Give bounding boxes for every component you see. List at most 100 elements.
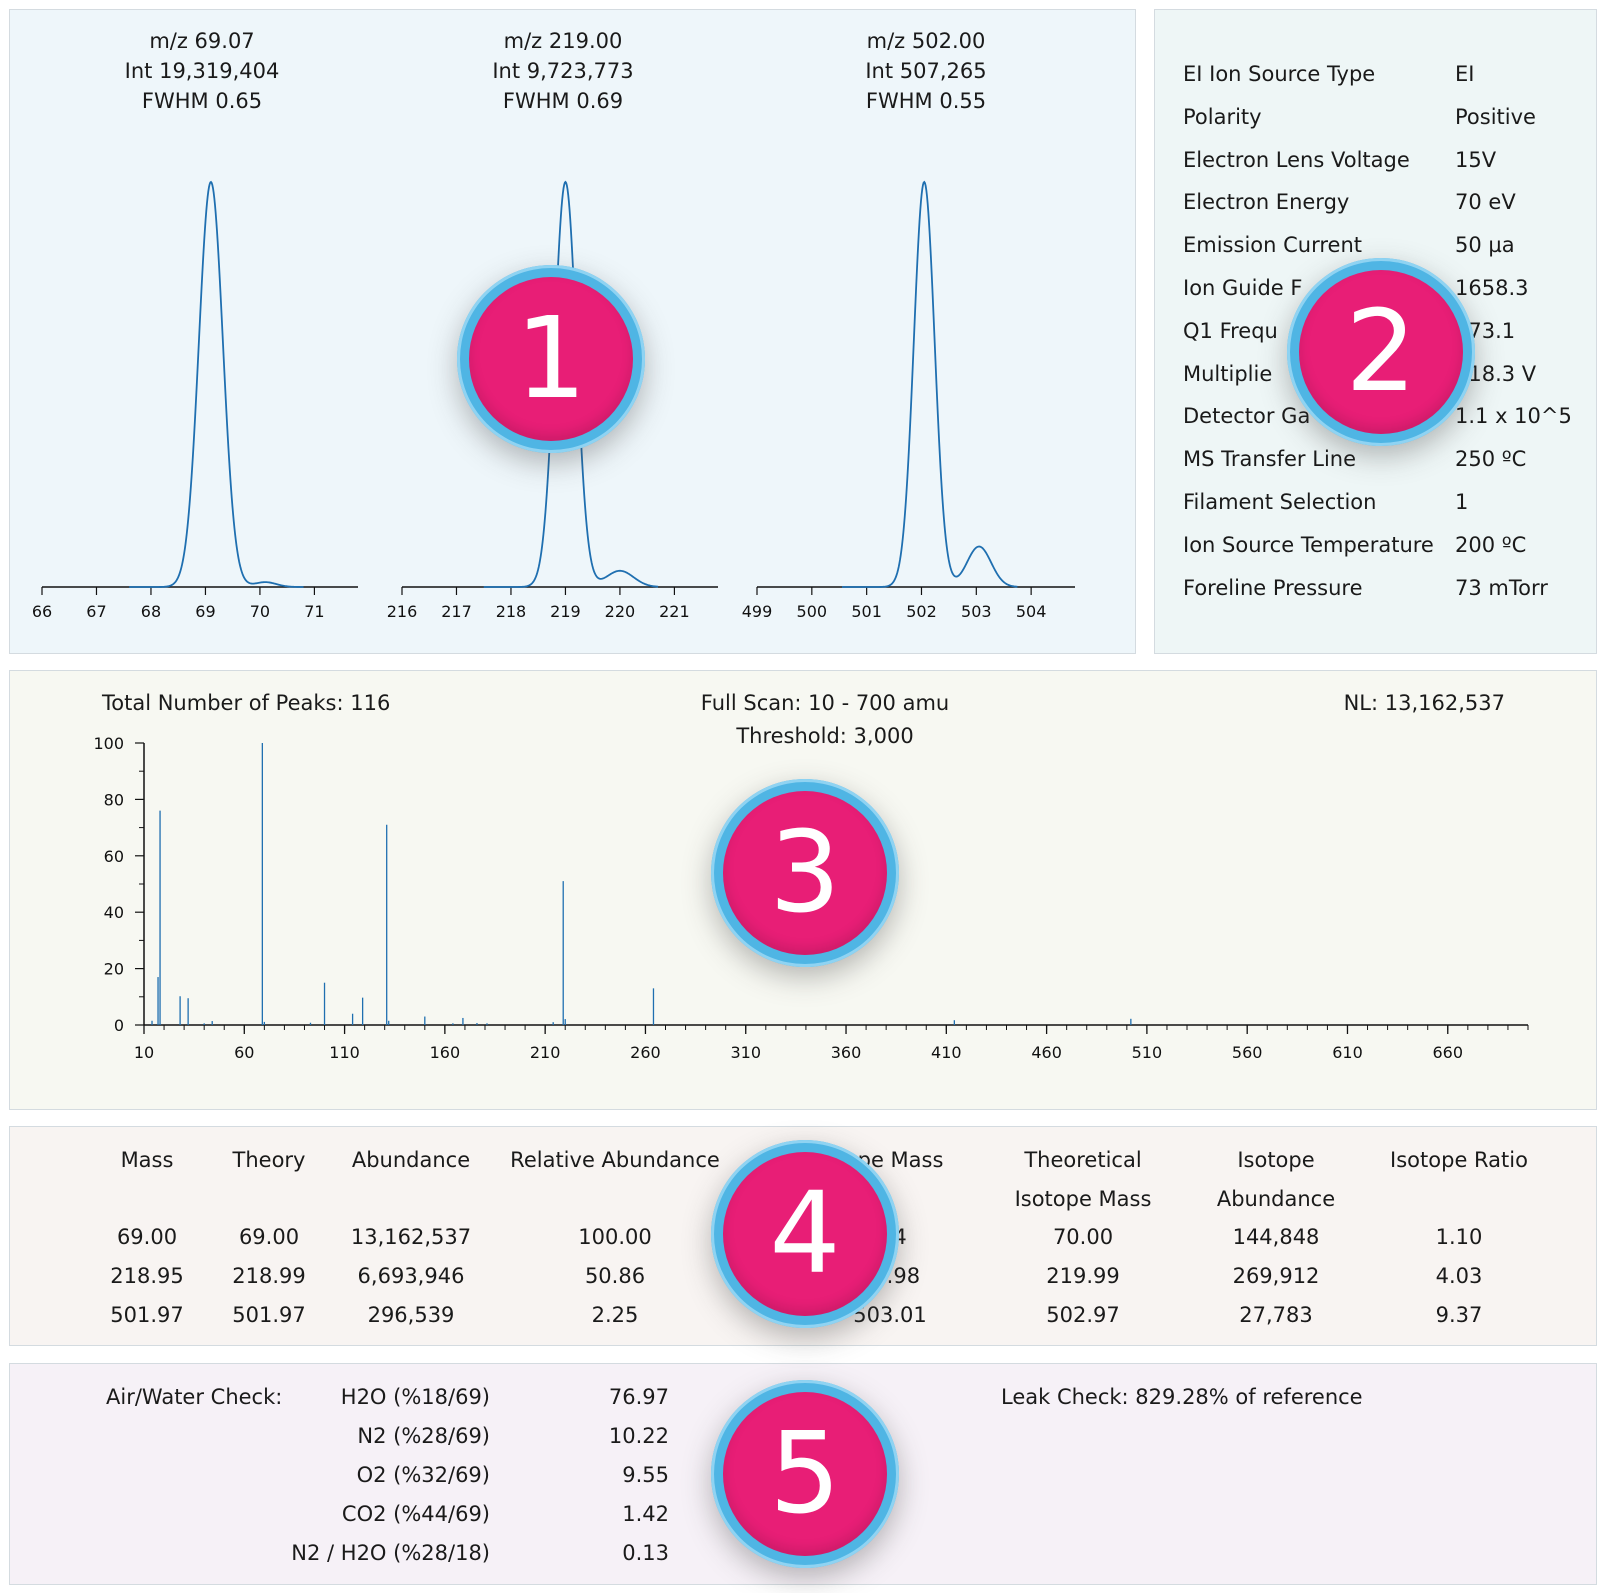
x-tick-label: 502: [906, 602, 937, 621]
param-label: Electron Energy: [1183, 190, 1350, 215]
badge-3-number: 3: [723, 791, 887, 955]
peak-profile-line: [129, 180, 304, 588]
x-tick-label: 504: [1016, 602, 1047, 621]
param-value: 50 µa: [1455, 233, 1515, 258]
x-tick-label: 219: [550, 602, 581, 621]
x-tick-label: 60: [234, 1043, 254, 1062]
badge-1: 1: [457, 265, 645, 453]
peak2-fwhm: FWHM 0.69: [502, 89, 624, 113]
x-tick-label: 218: [496, 602, 527, 621]
badge-4-number: 4: [723, 1152, 887, 1316]
peak-profile-line: [841, 180, 1018, 588]
table-header: Mass: [120, 1148, 174, 1172]
param-label: Filament Selection: [1183, 490, 1377, 514]
param-value: 70 eV: [1455, 190, 1516, 215]
air-check-value: 0.13: [622, 1541, 669, 1565]
peak2-int: Int 9,723,773: [492, 59, 634, 83]
air-check-value: 76.97: [608, 1385, 669, 1409]
air-check-label: CO2 (%44/69): [341, 1502, 490, 1526]
param-label: Polarity: [1183, 104, 1262, 129]
threshold-label: Threshold: 3,000: [736, 724, 914, 748]
x-tick-label: 501: [851, 602, 882, 621]
badge-3: 3: [711, 779, 899, 967]
x-tick-label: 66: [32, 602, 52, 621]
peak1-mz: m/z 69.07: [149, 29, 255, 53]
y-tick-label: 100: [93, 734, 124, 753]
peak2-mz: m/z 219.00: [503, 29, 623, 53]
table-cell: 13,162,537: [350, 1225, 472, 1249]
peak-profiles-panel: 66 67 68 69 70 71 216 217 218 219 220 221 499 500 501 5…: [9, 9, 1136, 654]
table-header: Isotope Ratio: [1390, 1148, 1528, 1172]
badge-1-number: 1: [469, 277, 633, 441]
table-header: Abundance: [351, 1148, 471, 1172]
air-check-value: 10.22: [608, 1424, 669, 1448]
x-tick-label: 216: [387, 602, 418, 621]
param-label: Ion Guide F: [1183, 276, 1303, 300]
x-tick-label: 460: [1031, 1043, 1062, 1062]
full-scan-label: Full Scan: 10 - 700 amu: [700, 691, 950, 715]
param-label: MS Transfer Line: [1183, 447, 1357, 472]
peak-profile-line: [483, 180, 659, 588]
peak-profiles-chart: 66 67 68 69 70 71 216 217 218 219 220 221 499 500 501 5…: [32, 180, 1075, 621]
table-cell: 2.25: [591, 1303, 639, 1327]
param-value: 1: [1455, 490, 1469, 514]
table-cell: 144,848: [1232, 1225, 1320, 1249]
table-cell: 1.10: [1435, 1225, 1483, 1249]
table-cell: 503.01: [853, 1303, 927, 1327]
spectrum-chart: 0 20 40 60 80 100 10 60 110 160 210 260 310 360 410 460…: [93, 734, 1529, 1062]
x-tick-label: 68: [141, 602, 161, 621]
table-header: Isotope Mass: [1014, 1187, 1152, 1211]
table-cell: 27,783: [1239, 1303, 1313, 1327]
param-label: Electron Lens Voltage: [1183, 147, 1410, 172]
param-label: EI Ion Source Type: [1183, 62, 1376, 86]
param-value: 250 ºC: [1455, 447, 1527, 472]
x-tick-label: 660: [1432, 1043, 1463, 1062]
badge-2-number: 2: [1299, 270, 1463, 434]
x-tick-label: 10: [134, 1043, 154, 1062]
table-cell: 69.00: [238, 1225, 300, 1249]
table-cell: 100.00: [578, 1225, 652, 1249]
x-tick-label: 503: [961, 602, 992, 621]
x-tick-label: 210: [530, 1043, 561, 1062]
table-cell: 6,693,946: [357, 1264, 465, 1288]
x-tick-label: 217: [441, 602, 472, 621]
table-cell: 219.99: [1046, 1264, 1120, 1288]
x-tick-label: 360: [831, 1043, 862, 1062]
air-check-label: N2 / H2O (%28/18): [291, 1541, 490, 1565]
y-tick-label: 0: [114, 1016, 124, 1035]
air-check-label: O2 (%32/69): [356, 1463, 490, 1487]
param-value: 1658.3: [1455, 276, 1529, 300]
param-value: 1.1 x 10^5: [1455, 404, 1572, 429]
badge-5: 5: [711, 1380, 899, 1568]
table-cell: 4.03: [1435, 1264, 1483, 1288]
x-tick-label: 69: [195, 602, 215, 621]
table-cell: 269,912: [1232, 1264, 1320, 1288]
badge-4: 4: [711, 1140, 899, 1328]
total-peaks-label: Total Number of Peaks: 116: [102, 691, 391, 715]
y-tick-label: 60: [104, 847, 124, 866]
param-value: EI: [1455, 62, 1475, 86]
table-cell: 218.95: [110, 1264, 184, 1288]
param-label: Emission Current: [1183, 233, 1362, 258]
x-tick-label: 71: [304, 602, 324, 621]
y-tick-label: 40: [104, 903, 124, 922]
param-label: Foreline Pressure: [1183, 575, 1363, 600]
peak3-fwhm: FWHM 0.55: [865, 89, 987, 113]
x-tick-label: 70: [250, 602, 270, 621]
air-check-label: H2O (%18/69): [340, 1385, 490, 1409]
x-tick-label: 499: [742, 602, 773, 621]
table-header: Isotope: [1237, 1148, 1315, 1172]
table-cell: 502.97: [1046, 1303, 1120, 1327]
x-tick-label: 67: [86, 602, 106, 621]
air-check-value: 9.55: [622, 1463, 669, 1487]
table-cell: 501.97: [232, 1303, 306, 1327]
table-cell: 9.37: [1435, 1303, 1483, 1327]
peak3-int: Int 507,265: [865, 59, 987, 83]
badge-5-number: 5: [723, 1392, 887, 1556]
table-cell: 69.00: [116, 1225, 178, 1249]
param-label: Detector Ga: [1183, 404, 1311, 429]
peak1-int: Int 19,319,404: [124, 59, 280, 83]
param-value: 15V: [1455, 147, 1497, 172]
table-header: Abundance: [1216, 1187, 1336, 1211]
badge-2: 2: [1287, 258, 1475, 446]
